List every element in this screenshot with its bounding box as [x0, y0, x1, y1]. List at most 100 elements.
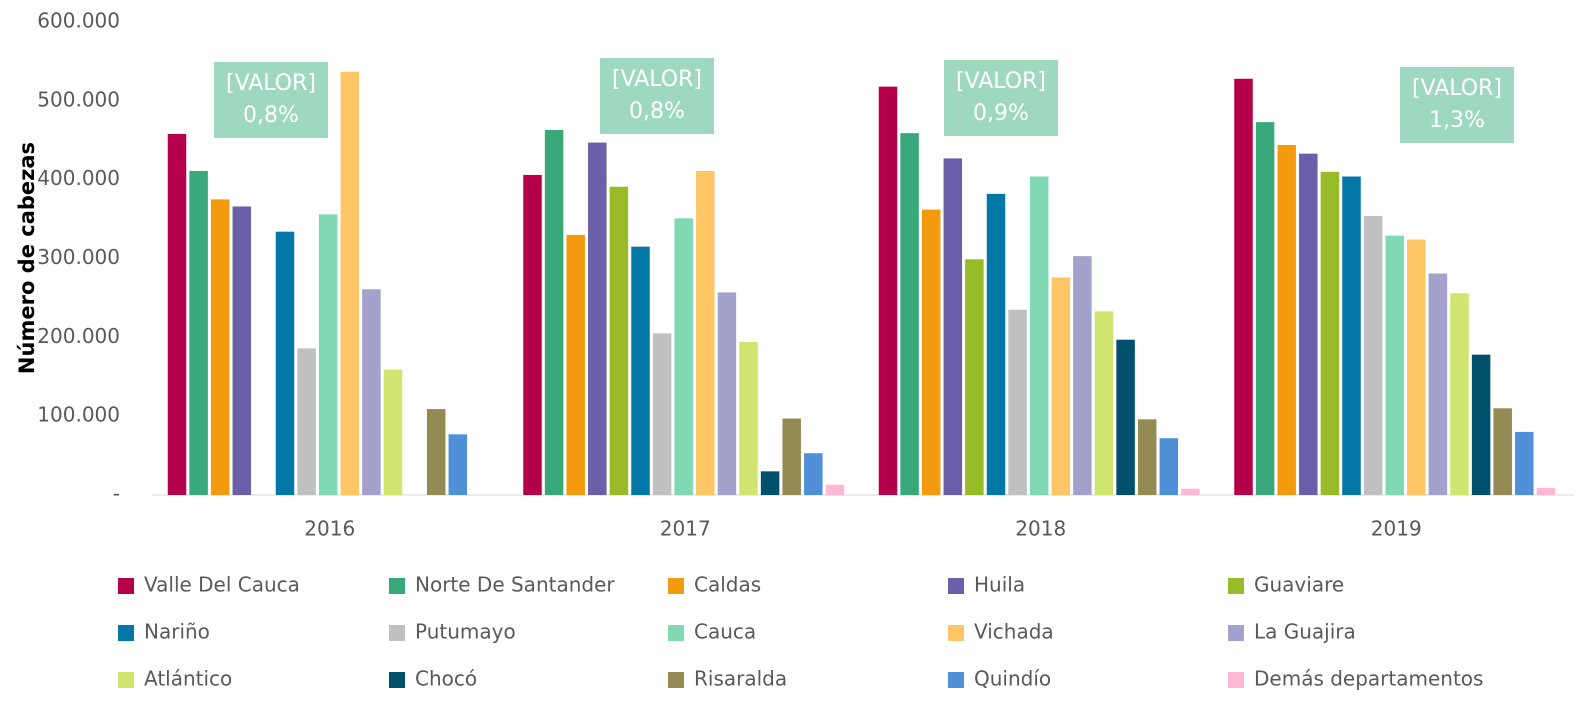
bar [383, 369, 403, 495]
x-tick-label: 2016 [304, 517, 355, 541]
bar [717, 292, 737, 495]
bar [1137, 419, 1157, 495]
y-tick-label: 600.000 [37, 9, 120, 33]
legend-label: Quindío [974, 667, 1051, 691]
legend-label: Chocó [415, 667, 477, 691]
legend-label: Vichada [974, 620, 1054, 644]
bar [674, 218, 693, 496]
legend-swatch [389, 672, 405, 688]
annotation-label: [VALOR] [612, 67, 702, 92]
bar [1320, 171, 1340, 496]
y-tick-label: 200.000 [37, 324, 120, 348]
bar [965, 259, 984, 495]
bar [760, 471, 780, 495]
bar [986, 193, 1006, 495]
legend-swatch [1228, 578, 1244, 594]
bar [631, 246, 650, 495]
bar [448, 434, 468, 495]
legend-swatch [948, 625, 964, 641]
legend-swatch [389, 625, 405, 641]
legend-swatch [668, 578, 684, 594]
legend-swatch [668, 672, 684, 688]
legend-label: Risaralda [694, 667, 787, 691]
legend-label: Demás departamentos [1254, 667, 1483, 691]
bar [1051, 277, 1071, 495]
annotation-text: 1,3% [1429, 108, 1485, 133]
bar [362, 289, 381, 495]
bar [1094, 311, 1114, 495]
legend-swatch [948, 578, 964, 594]
legend-label: Huila [974, 573, 1025, 597]
bar [340, 71, 360, 495]
bar [588, 142, 607, 496]
bar [232, 206, 252, 495]
bar [1515, 431, 1534, 495]
annotation-text: 0,9% [973, 101, 1029, 126]
legend-label: Caldas [694, 573, 761, 597]
bar [1181, 488, 1200, 495]
bar [189, 170, 208, 495]
bar [426, 409, 446, 495]
bar [1255, 122, 1275, 495]
bar [900, 133, 919, 495]
bar [1234, 78, 1253, 495]
bar [1277, 144, 1296, 496]
bar [1536, 487, 1556, 495]
bar [609, 186, 629, 496]
bar [1342, 176, 1361, 495]
annotation-label: [VALOR] [226, 71, 316, 96]
y-tick-label: - [113, 482, 120, 506]
bar [1008, 309, 1027, 495]
bar [566, 234, 585, 495]
legend-swatch [389, 578, 405, 594]
y-tick-label: 500.000 [37, 87, 120, 111]
legend-swatch [1228, 672, 1244, 688]
bar [1385, 235, 1404, 495]
bar [544, 130, 564, 496]
y-axis-label: Número de cabezas [15, 142, 39, 374]
legend-label: Guaviare [1254, 573, 1344, 597]
bar [1073, 256, 1092, 495]
x-tick-label: 2017 [660, 517, 711, 541]
legend-label: Putumayo [415, 620, 516, 644]
bar [943, 158, 963, 496]
legend-label: Norte De Santander [415, 573, 615, 597]
bar [1029, 176, 1049, 495]
bar [275, 231, 295, 496]
bar [1116, 339, 1135, 495]
bar [1493, 408, 1512, 495]
legend-swatch [118, 672, 134, 688]
bar [1450, 293, 1469, 495]
bar [1428, 273, 1448, 495]
bar [1471, 354, 1491, 495]
bar [696, 170, 715, 495]
bar [921, 209, 941, 495]
bar [804, 453, 823, 495]
legend-swatch [118, 578, 134, 594]
y-tick-label: 400.000 [37, 166, 120, 190]
legend-swatch [948, 672, 964, 688]
bar [782, 418, 801, 495]
legend-swatch [668, 625, 684, 641]
bar [825, 484, 845, 495]
legend-swatch [118, 625, 134, 641]
bar [878, 86, 898, 495]
annotation-box [944, 60, 1058, 136]
annotation-text: 0,8% [629, 99, 685, 124]
x-tick-label: 2019 [1371, 517, 1422, 541]
legend-swatch [1228, 625, 1244, 641]
annotation-box [214, 62, 328, 138]
bar [1407, 239, 1426, 495]
bar [318, 214, 338, 495]
bar [297, 348, 316, 495]
annotation-text: 0,8% [243, 103, 299, 128]
annotation-box [1400, 67, 1514, 143]
legend-label: Valle Del Cauca [144, 573, 300, 597]
bar [167, 133, 187, 495]
bar [523, 174, 542, 496]
bar [1159, 438, 1179, 495]
bar [210, 199, 230, 495]
annotation-box [600, 58, 714, 134]
x-tick-label: 2018 [1015, 517, 1066, 541]
